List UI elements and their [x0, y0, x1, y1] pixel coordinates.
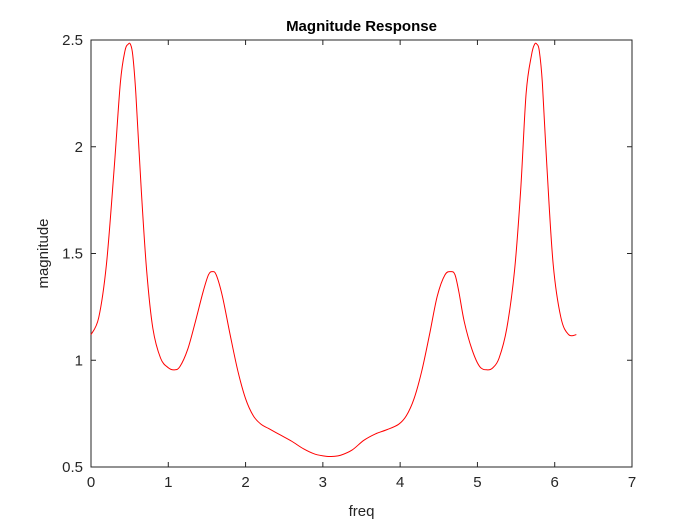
x-tick-label: 2	[241, 474, 249, 491]
y-tick-label: 0.5	[62, 459, 83, 476]
plot-area	[90, 39, 633, 468]
y-tick-label: 2	[75, 139, 83, 156]
x-axis-label: freq	[349, 503, 375, 520]
x-tick-label: 4	[396, 474, 404, 491]
y-tick-label: 1	[75, 352, 83, 369]
tick-labels: 0 1 2 3 4 5 6 7 0.5 1 1.5 2 2.5	[62, 32, 636, 491]
series-line	[90, 42, 577, 458]
x-tick-label: 6	[551, 474, 559, 491]
tick-marks	[90, 39, 633, 468]
x-tick-label: 3	[319, 474, 327, 491]
x-tick-label: 0	[87, 474, 95, 491]
x-tick-label: 5	[473, 474, 481, 491]
y-tick-label: 2.5	[62, 32, 83, 49]
x-tick-label: 1	[164, 474, 172, 491]
y-axis-label: magnitude	[35, 218, 52, 288]
y-tick-label: 1.5	[62, 246, 83, 263]
x-tick-label: 7	[628, 474, 636, 491]
chart-title: Magnitude Response	[286, 18, 437, 35]
series-layer	[90, 42, 577, 458]
